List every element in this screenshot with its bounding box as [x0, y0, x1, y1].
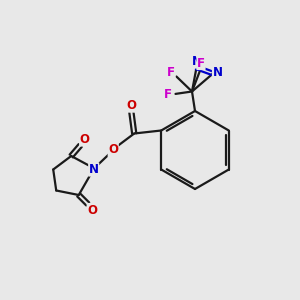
Text: O: O	[87, 203, 97, 217]
Text: F: F	[167, 65, 175, 79]
Text: F: F	[197, 56, 205, 70]
Text: O: O	[80, 133, 90, 146]
Text: N: N	[212, 65, 223, 79]
Text: N: N	[191, 55, 202, 68]
Text: F: F	[164, 88, 172, 101]
Text: N: N	[89, 163, 99, 176]
Text: O: O	[108, 143, 118, 157]
Text: O: O	[126, 99, 136, 112]
